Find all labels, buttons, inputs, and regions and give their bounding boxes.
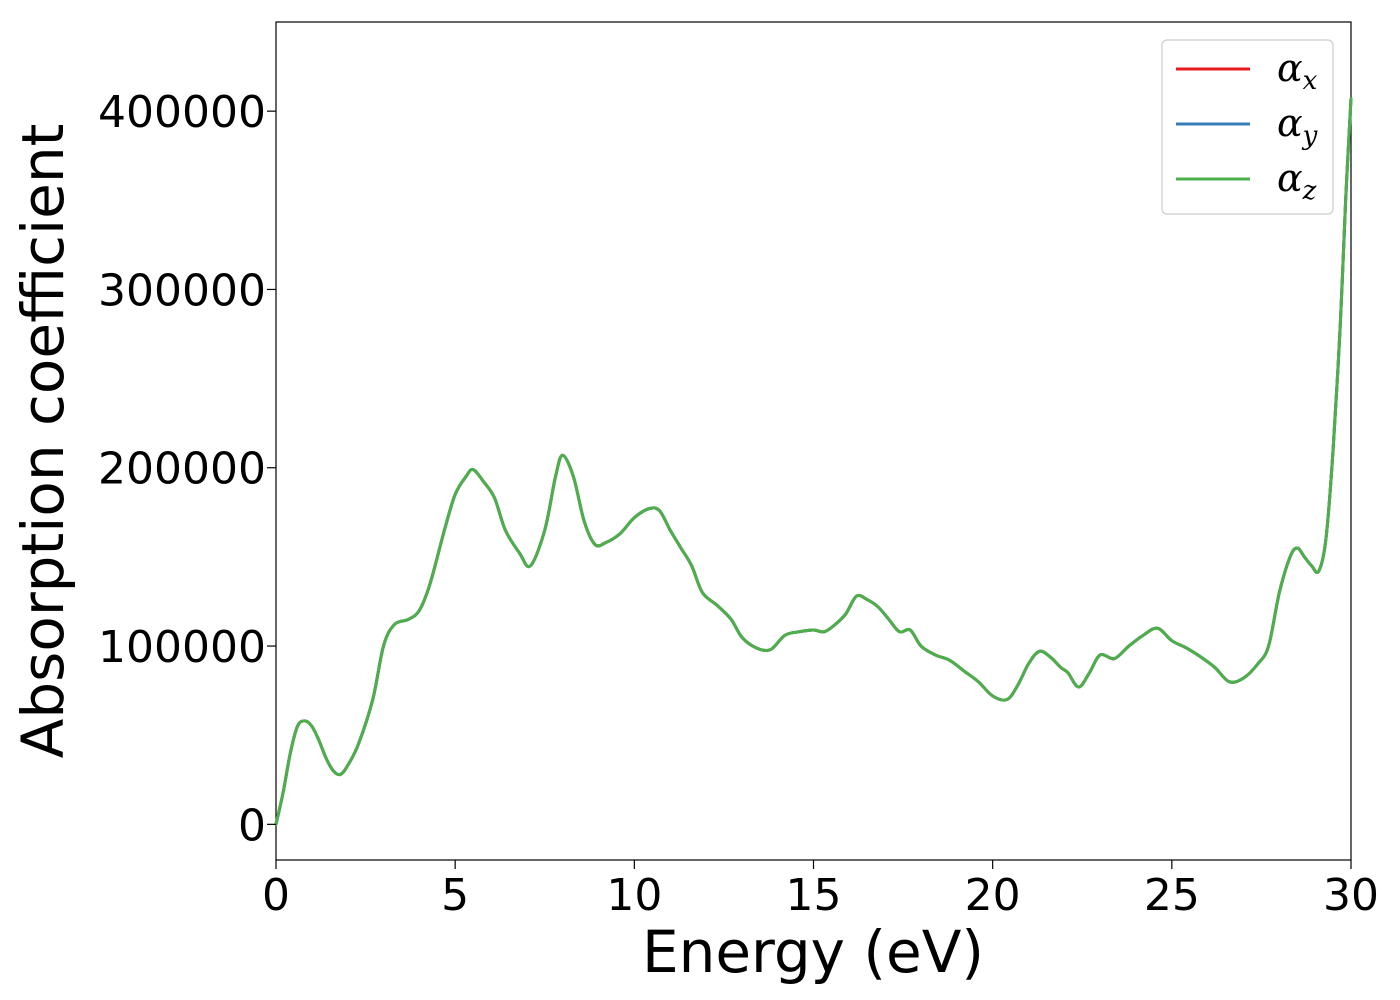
x-axis-label: Energy (eV) — [642, 918, 984, 986]
legend-label-z: αz — [1277, 156, 1317, 206]
series-layer — [274, 97, 1353, 826]
legend-label-subscript: y — [1302, 121, 1318, 151]
y-tick-label: 400000 — [98, 87, 266, 138]
legend-label-subscript: z — [1302, 176, 1317, 206]
legend-label-symbol: α — [1277, 46, 1303, 90]
x-tick-label: 25 — [1144, 870, 1200, 921]
legend-label-symbol: α — [1277, 156, 1303, 200]
y-tick-label: 300000 — [98, 265, 266, 316]
legend-box — [1161, 39, 1334, 215]
legend-label-symbol: α — [1277, 101, 1303, 145]
x-tick-label: 10 — [606, 870, 662, 921]
x-tick-label: 30 — [1323, 870, 1379, 921]
legend-label-x: αx — [1277, 46, 1318, 96]
x-tick-label: 0 — [262, 870, 290, 921]
x-tick-label: 20 — [965, 870, 1021, 921]
legend-label-y: αy — [1277, 101, 1318, 151]
y-tick-label: 200000 — [98, 444, 266, 495]
x-axis: 0 5 10 15 20 25 30 — [262, 860, 1379, 921]
y-axis: 0 100000 200000 300000 400000 — [98, 87, 276, 851]
series-line-z — [274, 97, 1353, 826]
y-tick-label: 0 — [238, 800, 266, 851]
x-tick-label: 15 — [786, 870, 842, 921]
x-tick-label: 5 — [441, 870, 469, 921]
y-tick-label: 100000 — [98, 622, 266, 673]
legend-label-subscript: x — [1303, 66, 1318, 96]
y-axis-label: Absorption coefficient — [9, 124, 77, 759]
